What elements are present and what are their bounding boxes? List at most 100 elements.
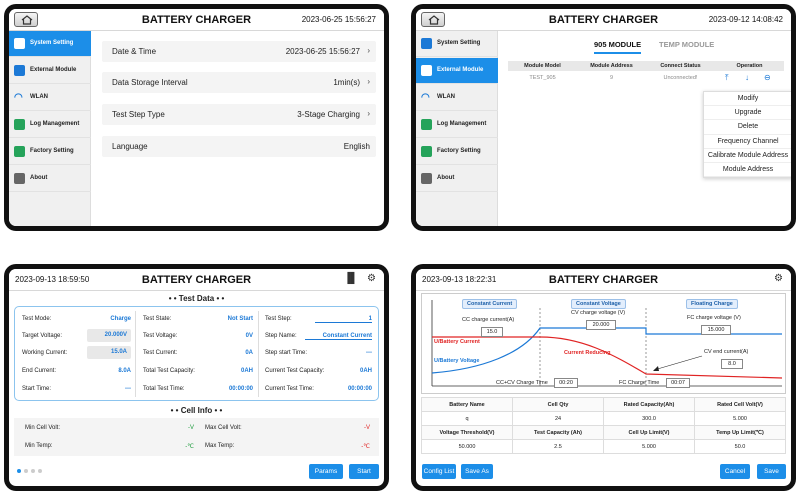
cell-up-limit-input[interactable]: 5.000 (603, 439, 695, 454)
menu-item-module-address[interactable]: Module Address (704, 163, 791, 178)
menu-item-delete[interactable]: Delete (704, 120, 791, 135)
target-voltage-input[interactable]: 20.000V (87, 329, 131, 342)
working-current-input[interactable]: 15.0A (87, 346, 131, 359)
field-label: Total Test Capacity: (143, 368, 195, 374)
sidebar-item-factory-setting[interactable]: Factory Setting (9, 139, 91, 165)
datetime: 2023-09-13 18:22:31 (422, 275, 497, 284)
temp-up-limit-input[interactable]: 50.0 (694, 439, 786, 454)
column-header: Module Model (524, 63, 561, 69)
battery-name-input[interactable]: q (421, 411, 513, 426)
page-dot[interactable] (24, 469, 28, 473)
tab-temp-module[interactable]: TEMP MODULE (659, 40, 715, 49)
clipboard-icon (14, 119, 25, 130)
setting-row-language[interactable]: Language English (102, 136, 376, 157)
gear-icon[interactable]: ⚙ (774, 273, 783, 284)
column-header: Temp Up Limit(℃) (694, 425, 786, 440)
field-label: Test Step: (265, 316, 292, 322)
sidebar-item-external-module[interactable]: External Module (416, 58, 498, 84)
cc-current-input[interactable]: 15.0 (481, 327, 503, 337)
sidebar-item-system-setting[interactable]: System Setting (9, 31, 91, 57)
dots-left-icon: • • (170, 406, 179, 415)
field-value: -℃ (361, 444, 370, 450)
test-capacity-input[interactable]: 2.5 (512, 439, 604, 454)
column-header: Cell Qty (512, 397, 604, 412)
field-label: Start Time: (22, 386, 52, 392)
cancel-button[interactable]: Cancel (720, 464, 750, 479)
table-row[interactable]: TEST_905 9 Unconnected! ⤒ ↓ ⊖ (508, 73, 784, 83)
column-header: Operation (736, 63, 763, 69)
info-icon (14, 173, 25, 184)
step-name-select[interactable]: Constant Current (305, 333, 372, 340)
table-cell: Unconnected! (663, 75, 698, 81)
test-step-select[interactable]: 1 (315, 316, 372, 323)
more-icon[interactable]: ⊖ (764, 73, 771, 82)
field-value: --- (366, 350, 372, 356)
upload-icon[interactable]: ⤒ (725, 73, 729, 82)
setting-row-data-storage-interval[interactable]: Data Storage Interval 1min(s) › (102, 72, 376, 93)
sidebar-item-label: Log Management (30, 121, 80, 127)
menu-item-frequency-channel[interactable]: Frequency Channel (704, 135, 791, 149)
home-button[interactable] (14, 12, 38, 27)
page-indicator (17, 460, 45, 478)
app-title: BATTERY CHARGER (141, 14, 252, 26)
screen-charge-params: 2023-09-13 18:22:31 BATTERY CHARGER ⚙ Co… (416, 269, 791, 486)
app-title: BATTERY CHARGER (548, 274, 659, 286)
sidebar-item-label: WLAN (30, 94, 48, 100)
field-label: Step start Time: (265, 350, 308, 356)
sidebar-item-factory-setting[interactable]: Factory Setting (416, 139, 498, 165)
column-header: Battery Name (421, 397, 513, 412)
tab-905-module[interactable]: 905 MODULE (594, 40, 642, 54)
field-label: Min Cell Volt: (25, 425, 61, 431)
start-button[interactable]: Start (349, 464, 379, 479)
sidebar-item-wlan[interactable]: ◠ WLAN (416, 85, 498, 111)
sidebar-item-label: Factory Setting (30, 148, 74, 154)
section-title-text: Cell Info (180, 406, 213, 415)
cell-qty-input[interactable]: 24 (512, 411, 604, 426)
save-as-button[interactable]: Save As (461, 464, 493, 479)
sidebar-item-log-management[interactable]: Log Management (9, 112, 91, 138)
field-value: 0V (245, 333, 253, 339)
rated-capacity-input[interactable]: 300.0 (603, 411, 695, 426)
table-cell: 9 (609, 75, 614, 81)
page-dot[interactable] (31, 469, 35, 473)
cv-end-label: CV end current(A) (704, 349, 749, 355)
sidebar-item-about[interactable]: About (9, 166, 91, 192)
bar-chart-icon[interactable]: ▐▌ (343, 273, 358, 284)
setting-row-date-time[interactable]: Date & Time 2023-06-25 15:56:27 › (102, 41, 376, 62)
sidebar-item-system-setting[interactable]: System Setting (416, 31, 498, 57)
save-button[interactable]: Save (757, 464, 786, 479)
setting-row-test-step-type[interactable]: Test Step Type 3-Stage Charging › (102, 104, 376, 125)
menu-item-modify[interactable]: Modify (704, 92, 791, 107)
plug-icon (421, 65, 432, 76)
download-icon[interactable]: ↓ (745, 73, 749, 82)
rated-cell-volt-input[interactable]: 5.000 (694, 411, 786, 426)
sidebar-item-label: System Setting (437, 40, 481, 46)
menu-item-upgrade[interactable]: Upgrade (704, 106, 791, 121)
fc-time-input[interactable]: 00:07 (666, 378, 690, 388)
sidebar-item-about[interactable]: About (416, 166, 498, 192)
cccv-time-input[interactable]: 00:20 (554, 378, 578, 388)
voltage-threshold-input[interactable]: 50.000 (421, 439, 513, 454)
screen-external-module: BATTERY CHARGER 2023-09-12 14:08:42 Syst… (416, 9, 791, 226)
row-value: 3-Stage Charging (297, 110, 360, 119)
menu-item-calibrate-module-address[interactable]: Calibrate Module Address (704, 149, 791, 163)
params-button[interactable]: Params (309, 464, 343, 479)
dots-left-icon: • • (168, 294, 177, 303)
cv-end-input[interactable]: 8.0 (721, 359, 743, 369)
row-label: Data Storage Interval (112, 78, 188, 87)
field-value: Not Start (227, 316, 253, 322)
gear-icon[interactable]: ⚙ (367, 273, 376, 284)
datetime: 2023-09-12 14:08:42 (708, 15, 783, 24)
field-label: Total Test Time: (143, 386, 185, 392)
sidebar-item-wlan[interactable]: ◠ WLAN (9, 85, 91, 111)
terminal-icon (14, 146, 25, 157)
sidebar-item-log-management[interactable]: Log Management (416, 112, 498, 138)
config-list-button[interactable]: Config List (422, 464, 456, 479)
page-dot[interactable] (38, 469, 42, 473)
sidebar-item-external-module[interactable]: External Module (9, 58, 91, 84)
page-dot[interactable] (17, 469, 21, 473)
fc-voltage-input[interactable]: 15.000 (701, 325, 731, 335)
cv-voltage-input[interactable]: 20.000 (586, 320, 616, 330)
home-button[interactable] (421, 12, 445, 27)
wifi-icon: ◠ (421, 92, 430, 103)
